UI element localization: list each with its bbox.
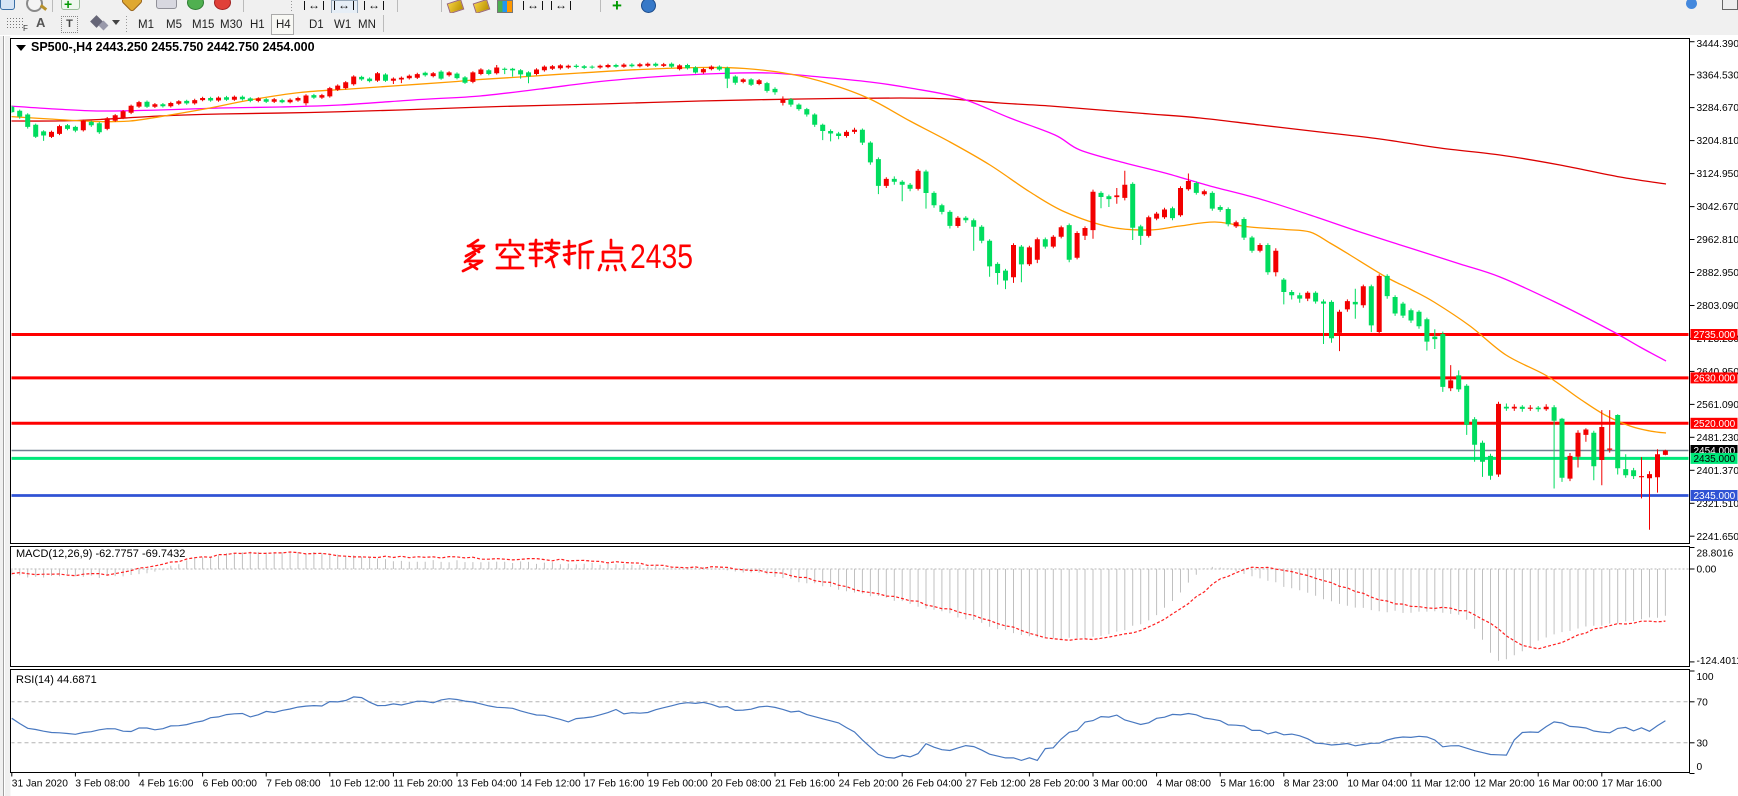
- svg-text:3444.390: 3444.390: [1697, 39, 1738, 50]
- svg-text:2520.000: 2520.000: [1694, 419, 1736, 430]
- svg-text:2481.230: 2481.230: [1697, 433, 1738, 444]
- svg-text:28.8016: 28.8016: [1697, 549, 1734, 560]
- svg-text:19 Feb 00:00: 19 Feb 00:00: [648, 779, 708, 790]
- svg-text:3 Feb 08:00: 3 Feb 08:00: [75, 779, 130, 790]
- svg-text:2561.090: 2561.090: [1697, 400, 1738, 411]
- svg-text:0.00: 0.00: [1697, 565, 1717, 576]
- svg-text:2401.370: 2401.370: [1697, 466, 1738, 477]
- svg-text:6 Feb 00:00: 6 Feb 00:00: [203, 779, 258, 790]
- svg-text:10 Mar 04:00: 10 Mar 04:00: [1347, 779, 1407, 790]
- svg-text:28 Feb 20:00: 28 Feb 20:00: [1029, 779, 1089, 790]
- svg-text:2435: 2435: [630, 238, 693, 276]
- svg-text:3 Mar 00:00: 3 Mar 00:00: [1093, 779, 1148, 790]
- svg-text:26 Feb 04:00: 26 Feb 04:00: [902, 779, 962, 790]
- svg-text:24 Feb 20:00: 24 Feb 20:00: [839, 779, 899, 790]
- svg-text:0: 0: [1697, 762, 1703, 773]
- svg-text:2735.000: 2735.000: [1694, 330, 1736, 341]
- svg-text:20 Feb 08:00: 20 Feb 08:00: [711, 779, 771, 790]
- svg-text:RSI(14) 44.6871: RSI(14) 44.6871: [16, 674, 97, 686]
- svg-text:11 Mar 12:00: 11 Mar 12:00: [1411, 779, 1471, 790]
- svg-text:4 Feb 16:00: 4 Feb 16:00: [139, 779, 194, 790]
- svg-text:4 Mar 08:00: 4 Mar 08:00: [1157, 779, 1212, 790]
- svg-text:21 Feb 16:00: 21 Feb 16:00: [775, 779, 835, 790]
- svg-text:MACD(12,26,9) -62.7757 -69.743: MACD(12,26,9) -62.7757 -69.7432: [16, 548, 185, 560]
- svg-text:12 Mar 20:00: 12 Mar 20:00: [1475, 779, 1535, 790]
- svg-text:17 Feb 16:00: 17 Feb 16:00: [584, 779, 644, 790]
- svg-text:3364.530: 3364.530: [1697, 70, 1738, 81]
- svg-text:2882.950: 2882.950: [1697, 268, 1738, 279]
- svg-text:2962.810: 2962.810: [1697, 235, 1738, 246]
- svg-text:8 Mar 23:00: 8 Mar 23:00: [1284, 779, 1339, 790]
- svg-text:3204.810: 3204.810: [1697, 136, 1738, 147]
- svg-text:14 Feb 12:00: 14 Feb 12:00: [521, 779, 581, 790]
- svg-text:7 Feb 08:00: 7 Feb 08:00: [266, 779, 321, 790]
- svg-text:2630.000: 2630.000: [1694, 373, 1736, 384]
- svg-text:3284.670: 3284.670: [1697, 103, 1738, 114]
- svg-text:70: 70: [1697, 697, 1709, 708]
- svg-text:2435.000: 2435.000: [1694, 454, 1736, 465]
- svg-text:5 Mar 16:00: 5 Mar 16:00: [1220, 779, 1275, 790]
- svg-text:16 Mar 00:00: 16 Mar 00:00: [1538, 779, 1598, 790]
- svg-text:3124.950: 3124.950: [1697, 169, 1738, 180]
- svg-text:100: 100: [1697, 672, 1714, 683]
- svg-text:2803.090: 2803.090: [1697, 301, 1738, 312]
- svg-text:2321.510: 2321.510: [1697, 499, 1738, 510]
- svg-text:31 Jan 2020: 31 Jan 2020: [12, 779, 68, 790]
- svg-text:17 Mar 16:00: 17 Mar 16:00: [1602, 779, 1662, 790]
- svg-text:10 Feb 12:00: 10 Feb 12:00: [330, 779, 390, 790]
- svg-text:SP500-,H4 2443.250 2455.750 2: SP500-,H4 2443.250 2455.750 2442.750 245…: [31, 40, 315, 54]
- svg-text:2454.000: 2454.000: [1694, 446, 1736, 457]
- svg-text:27 Feb 12:00: 27 Feb 12:00: [966, 779, 1026, 790]
- svg-text:-124.4011: -124.4011: [1697, 656, 1738, 667]
- svg-text:30: 30: [1697, 738, 1709, 749]
- svg-text:2345.000: 2345.000: [1694, 491, 1736, 502]
- svg-text:11 Feb 20:00: 11 Feb 20:00: [393, 779, 453, 790]
- svg-text:2241.650: 2241.650: [1697, 532, 1738, 543]
- svg-text:3042.670: 3042.670: [1697, 202, 1738, 213]
- svg-text:13 Feb 04:00: 13 Feb 04:00: [457, 779, 517, 790]
